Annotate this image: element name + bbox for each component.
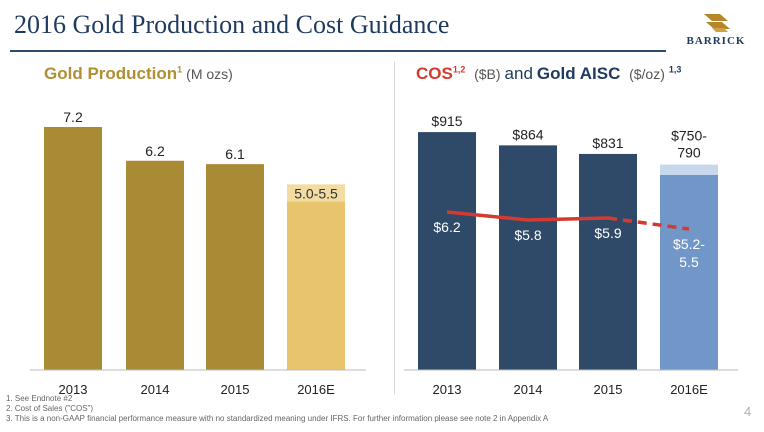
aisc-value-label: $831: [592, 135, 623, 151]
footnote-1: 1. See Endnote #2: [6, 394, 73, 403]
cos-value-label: $5.8: [514, 227, 541, 243]
gold-production-unit: (M ozs): [186, 66, 233, 82]
barrick-logo-icon: [704, 14, 730, 32]
production-year-label: 2015: [221, 382, 250, 397]
production-bar: [206, 164, 264, 370]
production-value-label: 6.2: [145, 143, 165, 159]
page-title: 2016 Gold Production and Cost Guidance: [14, 10, 450, 39]
aisc-year-label: 2015: [594, 382, 623, 397]
aisc-value-label: 790: [677, 145, 701, 161]
aisc-unit: ($/oz): [629, 66, 665, 82]
aisc-bar: [499, 145, 557, 370]
production-year-label: 2014: [141, 382, 170, 397]
production-bar-estimate: [287, 201, 345, 370]
aisc-value-label: $915: [431, 113, 462, 129]
aisc-label: Gold AISC: [536, 64, 621, 83]
cos-value-label: $6.2: [433, 219, 460, 235]
panel-divider: [394, 62, 395, 394]
aisc-bar: [418, 132, 476, 370]
aisc-year-label: 2016E: [670, 382, 708, 397]
cos-value-label: 5.5: [679, 254, 699, 270]
gold-production-sup: 1: [177, 64, 183, 75]
footnote-3: 3. This is a non-GAAP financial performa…: [6, 414, 549, 423]
aisc-year-label: 2013: [433, 382, 462, 397]
aisc-bar-range: [660, 164, 718, 175]
cos-line: [446, 210, 609, 222]
production-bar: [126, 160, 184, 370]
aisc-value-label: $750-: [671, 128, 707, 144]
aisc-year-label: 2014: [514, 382, 543, 397]
gold-production-label: Gold Production: [44, 64, 178, 83]
logo-wordmark: BARRICK: [686, 35, 746, 47]
aisc-value-label: $864: [512, 126, 543, 142]
production-value-label: 5.0-5.5: [294, 185, 338, 201]
and-label: and: [504, 64, 533, 83]
aisc-bar: [579, 153, 637, 370]
title-divider: [10, 50, 666, 52]
production-year-label: 2016E: [297, 382, 335, 397]
production-value-label: 6.1: [225, 146, 245, 162]
aisc-bar-estimate: [660, 175, 718, 370]
production-bar: [44, 127, 102, 370]
cos-value-label: $5.9: [594, 225, 621, 241]
cos-line-estimate: [607, 216, 690, 231]
gold-production-title: Gold Production1 (M ozs): [44, 64, 233, 84]
aisc-sup: 1,3: [668, 64, 682, 75]
barrick-logo: BARRICK: [676, 10, 756, 50]
page-number: 4: [744, 404, 752, 419]
production-value-label: 7.2: [63, 109, 83, 125]
production-bar-range: [287, 184, 345, 202]
cos-value-label: $5.2-: [673, 236, 705, 252]
cos-sup: 1,2: [452, 64, 466, 75]
footnote-2: 2. Cost of Sales ("COS"): [6, 404, 94, 413]
cos-label: COS: [416, 64, 453, 83]
production-year-label: 2013: [59, 382, 88, 397]
cos-unit: ($B): [474, 66, 501, 82]
cos-aisc-title: COS1,2 ($B) and Gold AISC ($/oz) 1,3: [416, 64, 681, 84]
footnotes: 1. See Endnote #2 2. Cost of Sales ("COS…: [6, 394, 548, 424]
